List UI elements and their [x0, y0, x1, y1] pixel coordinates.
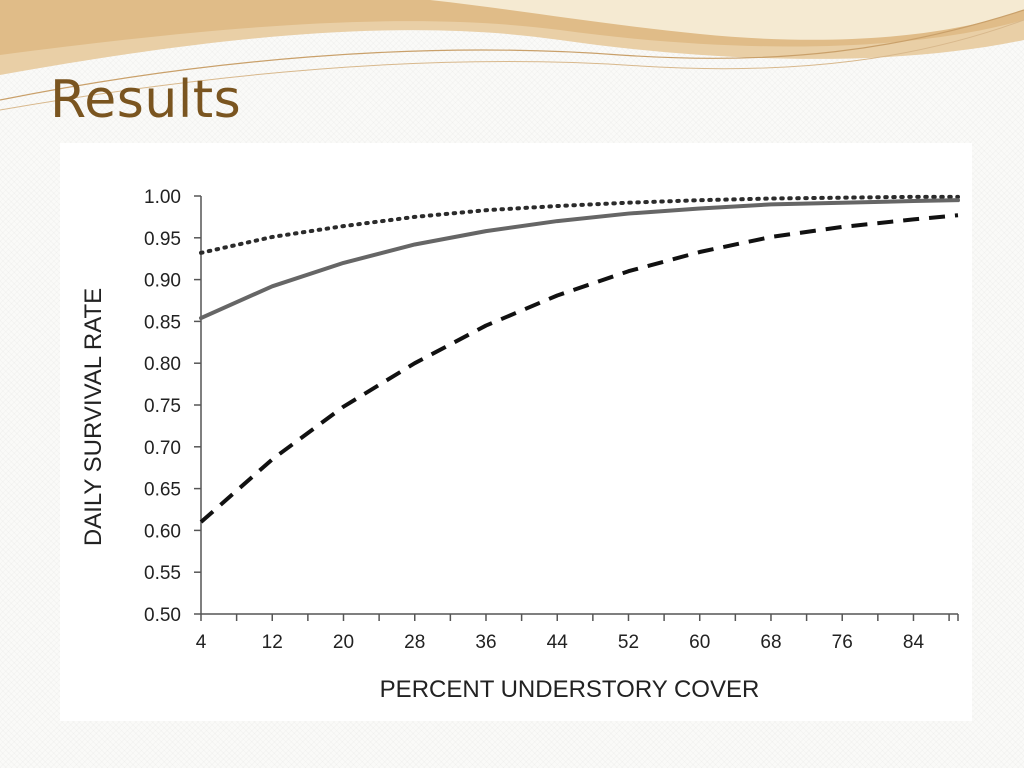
x-axis-title: PERCENT UNDERSTORY COVER — [380, 676, 760, 703]
y-tick-label-5: 0.75 — [144, 396, 181, 417]
x-tick-label-8: 68 — [760, 632, 781, 653]
x-tick-label-3: 28 — [404, 632, 425, 653]
y-tick-label-9: 0.95 — [144, 229, 181, 250]
header-swoosh — [0, 0, 1024, 111]
chart-series — [199, 194, 960, 524]
series-line-dashed — [199, 213, 959, 524]
x-tick-label-5: 44 — [547, 632, 569, 653]
chart-panel: 0.50 0.55 0.60 0.65 0.70 0.75 0.80 0.85 0.90 0.95… — [60, 143, 972, 721]
header-band-light — [430, 0, 1024, 40]
x-tick-label-0: 4 — [196, 632, 207, 653]
y-tick-label-10: 1.00 — [144, 187, 181, 208]
series-line-solid — [199, 198, 960, 321]
x-tick-label-1: 12 — [262, 632, 283, 653]
x-tick-label-9: 76 — [832, 632, 853, 653]
y-tick-label-7: 0.85 — [144, 312, 181, 333]
chart-axes — [194, 195, 959, 621]
chart-labels: 0.50 0.55 0.60 0.65 0.70 0.75 0.80 0.85 0.90 0.95… — [80, 187, 924, 703]
y-tick-label-3: 0.65 — [144, 480, 181, 501]
x-tick-label-7: 60 — [689, 632, 710, 653]
x-tick-label-10: 84 — [903, 632, 925, 653]
y-tick-label-6: 0.80 — [144, 354, 181, 375]
y-axis-title: DAILY SURVIVAL RATE — [80, 288, 107, 546]
header-line-2 — [0, 19, 1024, 111]
y-tick-label-2: 0.60 — [144, 521, 181, 542]
x-tick-label-2: 20 — [333, 632, 354, 653]
y-tick-label-8: 0.90 — [144, 271, 181, 292]
series-line-dotted — [199, 194, 960, 255]
x-tick-label-6: 52 — [618, 632, 639, 653]
y-tick-label-0: 0.50 — [144, 605, 181, 626]
slide-title: Results — [50, 70, 242, 130]
y-tick-label-4: 0.70 — [144, 438, 181, 459]
x-tick-label-4: 36 — [475, 632, 496, 653]
header-line-1 — [0, 9, 1024, 101]
survival-chart: 0.50 0.55 0.60 0.65 0.70 0.75 0.80 0.85 0.90 0.95… — [80, 187, 960, 703]
y-tick-label-1: 0.55 — [144, 563, 181, 584]
